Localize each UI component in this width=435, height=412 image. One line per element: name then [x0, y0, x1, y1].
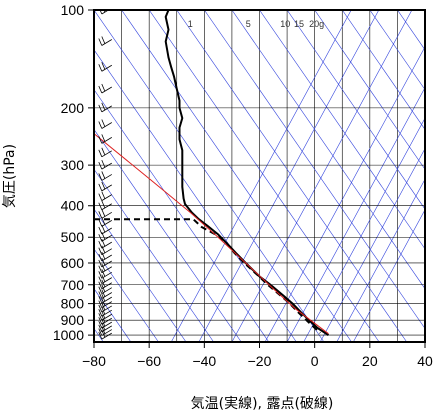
- mixing-ratio-line: [198, 10, 380, 342]
- skewed-reference-lines: [94, 10, 425, 342]
- isotherm-lines: [121, 10, 398, 342]
- wind-barb: [98, 263, 112, 274]
- skew-reference-line: [176, 10, 407, 342]
- x-tick-label: −40: [192, 353, 216, 369]
- wind-barb: [98, 217, 112, 227]
- mixing-ratio-line: [170, 10, 352, 342]
- mixing-ratio-line: [336, 178, 425, 342]
- x-tick-label: 20: [362, 353, 378, 369]
- x-tick-label: 40: [417, 353, 433, 369]
- y-tick-label: 500: [61, 229, 85, 245]
- wind-barb: [98, 232, 112, 242]
- y-axis-title: 気圧(hPa): [2, 144, 18, 208]
- wind-barb: [98, 181, 112, 192]
- wind-barb: [98, 159, 112, 170]
- x-tick-label: −80: [82, 353, 106, 369]
- skew-reference-line: [148, 10, 380, 342]
- mixing-ratio-label: 5: [246, 19, 251, 29]
- skew-reference-line: [94, 248, 159, 342]
- wind-barb: [98, 119, 112, 129]
- skew-reference-line: [259, 10, 425, 250]
- skew-reference-line: [369, 10, 425, 91]
- x-axis-title: 気温(実線), 露点(破線): [191, 396, 334, 412]
- wind-barb: [98, 62, 112, 72]
- mixing-ratio-label: 1: [188, 19, 193, 29]
- skew-reference-line: [424, 10, 425, 11]
- y-tick-label: 900: [61, 312, 85, 328]
- wind-barb: [98, 209, 112, 219]
- mixing-ratio-line: [231, 10, 413, 342]
- y-tick-label: 1000: [53, 327, 84, 343]
- x-tick-label: −20: [248, 353, 272, 369]
- y-tick-label: 400: [61, 198, 85, 214]
- y-tick-label: 200: [61, 100, 85, 116]
- wind-barb: [98, 147, 112, 158]
- y-tick-label: 600: [61, 255, 85, 271]
- mixing-ratio-line: [353, 209, 425, 342]
- wind-barb: [98, 274, 112, 284]
- y-tick-label: 300: [61, 157, 85, 173]
- y-tick-label: 100: [61, 2, 85, 18]
- mixing-ratio-line: [286, 86, 425, 342]
- wind-barb: [98, 171, 112, 181]
- isobar-lines: [94, 10, 425, 336]
- skew-reference-line: [121, 10, 352, 342]
- skew-reference-line: [231, 10, 425, 290]
- skew-reference-line: [94, 10, 325, 342]
- wind-barb: [98, 245, 112, 256]
- wind-barb: [98, 102, 112, 113]
- wind-barb: [98, 238, 112, 249]
- skew-reference-line: [94, 128, 242, 342]
- mixing-ratio-label: 20g: [309, 19, 324, 29]
- x-tick-label: 0: [311, 353, 319, 369]
- mixing-ratio-label: 10: [280, 19, 290, 29]
- skew-reference-line: [94, 89, 270, 342]
- wind-barb: [98, 251, 112, 262]
- wind-barb: [98, 257, 112, 268]
- wind-barb: [98, 224, 112, 235]
- wind-barb: [98, 200, 112, 211]
- skew-reference-line: [342, 10, 425, 130]
- mixing-ratio-lines: [170, 10, 425, 342]
- wind-barb: [98, 269, 112, 279]
- parcel-line: [94, 133, 329, 335]
- skew-reference-line: [94, 168, 214, 342]
- mixing-ratio-line: [303, 117, 425, 342]
- wind-barb: [98, 36, 112, 46]
- dewpoint-line: [94, 218, 321, 334]
- temperature-line: [164, 10, 330, 336]
- x-tick-label: −60: [137, 353, 161, 369]
- skew-reference-line: [94, 208, 187, 342]
- mixing-ratio-line: [264, 46, 425, 342]
- x-axis-ticks: −80 −60 −40 −20 0 20 40: [82, 342, 433, 369]
- profile-series: [94, 10, 330, 336]
- y-tick-label: 800: [61, 296, 85, 312]
- skew-reference-line: [286, 10, 425, 210]
- wind-barb: [98, 329, 112, 340]
- mixing-ratio-label: 15: [294, 19, 304, 29]
- skew-reference-line: [204, 10, 425, 330]
- wind-barb: [98, 83, 112, 94]
- wind-barb: [98, 191, 112, 201]
- mixing-ratio-labels: 1 5 10 15 20g: [188, 19, 324, 29]
- wind-barb: [98, 134, 112, 144]
- skew-reference-line: [314, 10, 425, 170]
- y-tick-label: 700: [61, 277, 85, 293]
- wind-barbs: [98, 10, 112, 340]
- mixing-ratio-line: [319, 148, 425, 342]
